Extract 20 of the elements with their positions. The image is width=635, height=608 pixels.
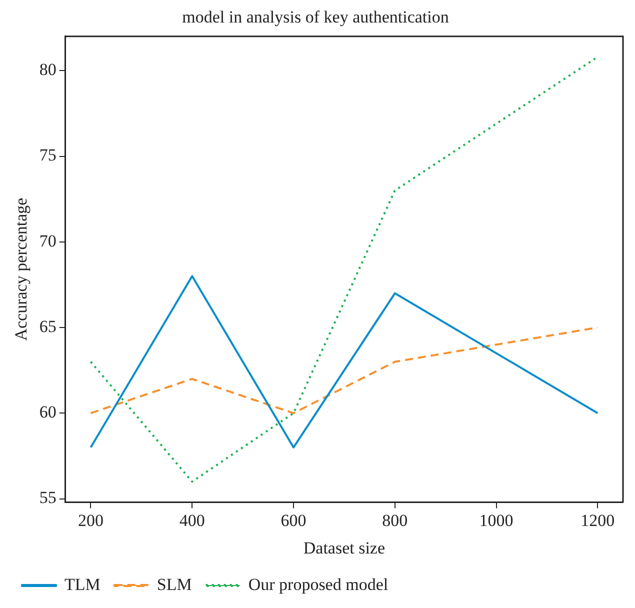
y-tick-label: 80 <box>39 60 56 80</box>
y-axis-title: Accuracy percentage <box>12 198 31 341</box>
y-tick-label: 75 <box>39 146 56 165</box>
line-series <box>90 56 599 483</box>
x-tick-label: 600 <box>280 510 306 530</box>
line-series <box>90 326 599 414</box>
x-tick-label: 400 <box>179 510 205 530</box>
y-tick-label: 70 <box>39 231 56 250</box>
x-tick-label: 200 <box>78 510 104 530</box>
x-tick-label: 1200 <box>580 510 615 530</box>
x-tick-label: 1000 <box>479 510 514 530</box>
y-tick-label: 55 <box>39 488 56 508</box>
chart-title: model in analysis of key authentication <box>182 8 450 27</box>
x-axis-title: Dataset size <box>303 538 386 558</box>
legend-label: SLM <box>156 574 192 594</box>
x-tick-label: 800 <box>382 510 408 530</box>
y-tick-label: 60 <box>39 402 56 422</box>
legend-label: TLM <box>64 574 100 594</box>
y-tick-label: 65 <box>39 316 56 336</box>
legend-label: Our proposed model <box>248 574 388 594</box>
